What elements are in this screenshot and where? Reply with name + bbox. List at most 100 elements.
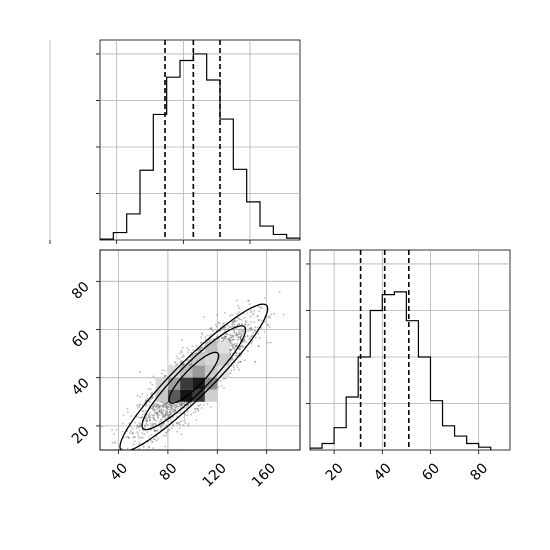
scatter-point [135,427,138,430]
histogram-y-xtick-label-2: 60 [419,460,443,484]
scatter-point [187,359,190,361]
scatter-point [199,348,202,350]
scatter-point [188,349,190,352]
scatter-point [165,432,168,434]
scatter-point [236,299,238,302]
scatter-point [178,358,181,360]
scatter-point [156,438,159,440]
scatter-point [153,416,156,419]
scatter-point [237,338,240,341]
scatter-point [162,434,165,437]
scatter-point [169,410,171,413]
scatter-point [136,425,139,428]
scatter-point [148,414,151,416]
scatter-point [233,348,236,351]
scatter-point [173,409,176,411]
scatter-point [144,419,147,422]
scatter-point [258,310,261,313]
scatter-point [151,441,154,443]
scatter-point [257,345,260,347]
scatter-point [172,405,174,408]
density-cell-19 [217,365,230,378]
scatter-point [161,411,163,414]
scatter-point [254,360,257,363]
scatter-point [183,416,186,418]
scatter-point [149,416,152,419]
scatter-point [257,345,260,347]
scatter-point [156,405,158,407]
scatter-point [144,424,147,427]
scatter-point [157,416,160,419]
scatter-point [252,332,255,334]
scatter-point [202,350,205,352]
scatter-point [149,418,151,421]
scatter-point [224,337,227,339]
scatter-point [238,333,241,335]
scatter-point [144,417,147,420]
scatter-point [146,420,149,423]
scatter-point [224,339,227,341]
scatter-point [197,349,200,352]
scatter-point [234,345,237,347]
scatter-point [230,344,233,347]
scatter-point [127,437,130,440]
scatter-point [231,314,233,316]
scatter-point [160,412,163,415]
scatter-point [152,407,155,409]
scatter-point [140,423,142,426]
scatter-point [167,413,170,416]
scatter-point [185,407,188,409]
scatter-point [144,426,147,429]
scatter-point [152,422,154,425]
scatter-point [236,339,239,341]
scatter-point [167,414,169,417]
scatter-point [181,402,184,405]
scatter-point [127,411,129,414]
scatter-point [238,348,240,350]
scatter-point [226,333,229,336]
scatter-point [210,339,213,341]
scatter-point [138,448,141,450]
scatter-point [175,405,178,408]
scatter-point [237,317,240,320]
scatter-point [137,435,140,437]
scatter-point [126,453,128,455]
scatter-point [231,321,234,323]
scatter-point [196,407,199,410]
scatter-point [131,431,134,434]
density-cell-17 [217,341,230,354]
scatter-point [246,324,249,327]
scatter-point [174,410,177,412]
scatter-point [159,410,161,413]
scatter-point [232,343,235,346]
scatter-point [150,398,152,401]
scatter-point [258,337,261,339]
scatter-point [233,346,236,349]
scatter-point [149,381,152,384]
scatter-point [139,371,141,374]
scatter-point [224,336,227,338]
scatter-point [240,338,242,341]
scatter-point [231,344,234,347]
scatter-point [101,425,103,428]
scatter-point [165,412,167,415]
scatter-point [166,430,169,433]
scatter-point [183,418,186,421]
scatter-point [151,447,154,449]
scatter-point [238,368,241,371]
scatter-point [189,401,192,404]
scatter-point [151,391,153,394]
scatter-point [131,467,133,469]
scatter-point [237,336,240,338]
scatter-point [229,339,232,342]
scatter-point [156,406,158,409]
scatter-point [222,378,225,380]
scatter-point [136,431,139,433]
scatter-point [139,425,142,428]
scatter-point [178,403,181,405]
scatter-point [183,403,186,406]
scatter-point [182,355,185,358]
density-cell-6 [192,377,205,390]
scatter-point [170,407,173,410]
scatter-point [189,403,192,406]
